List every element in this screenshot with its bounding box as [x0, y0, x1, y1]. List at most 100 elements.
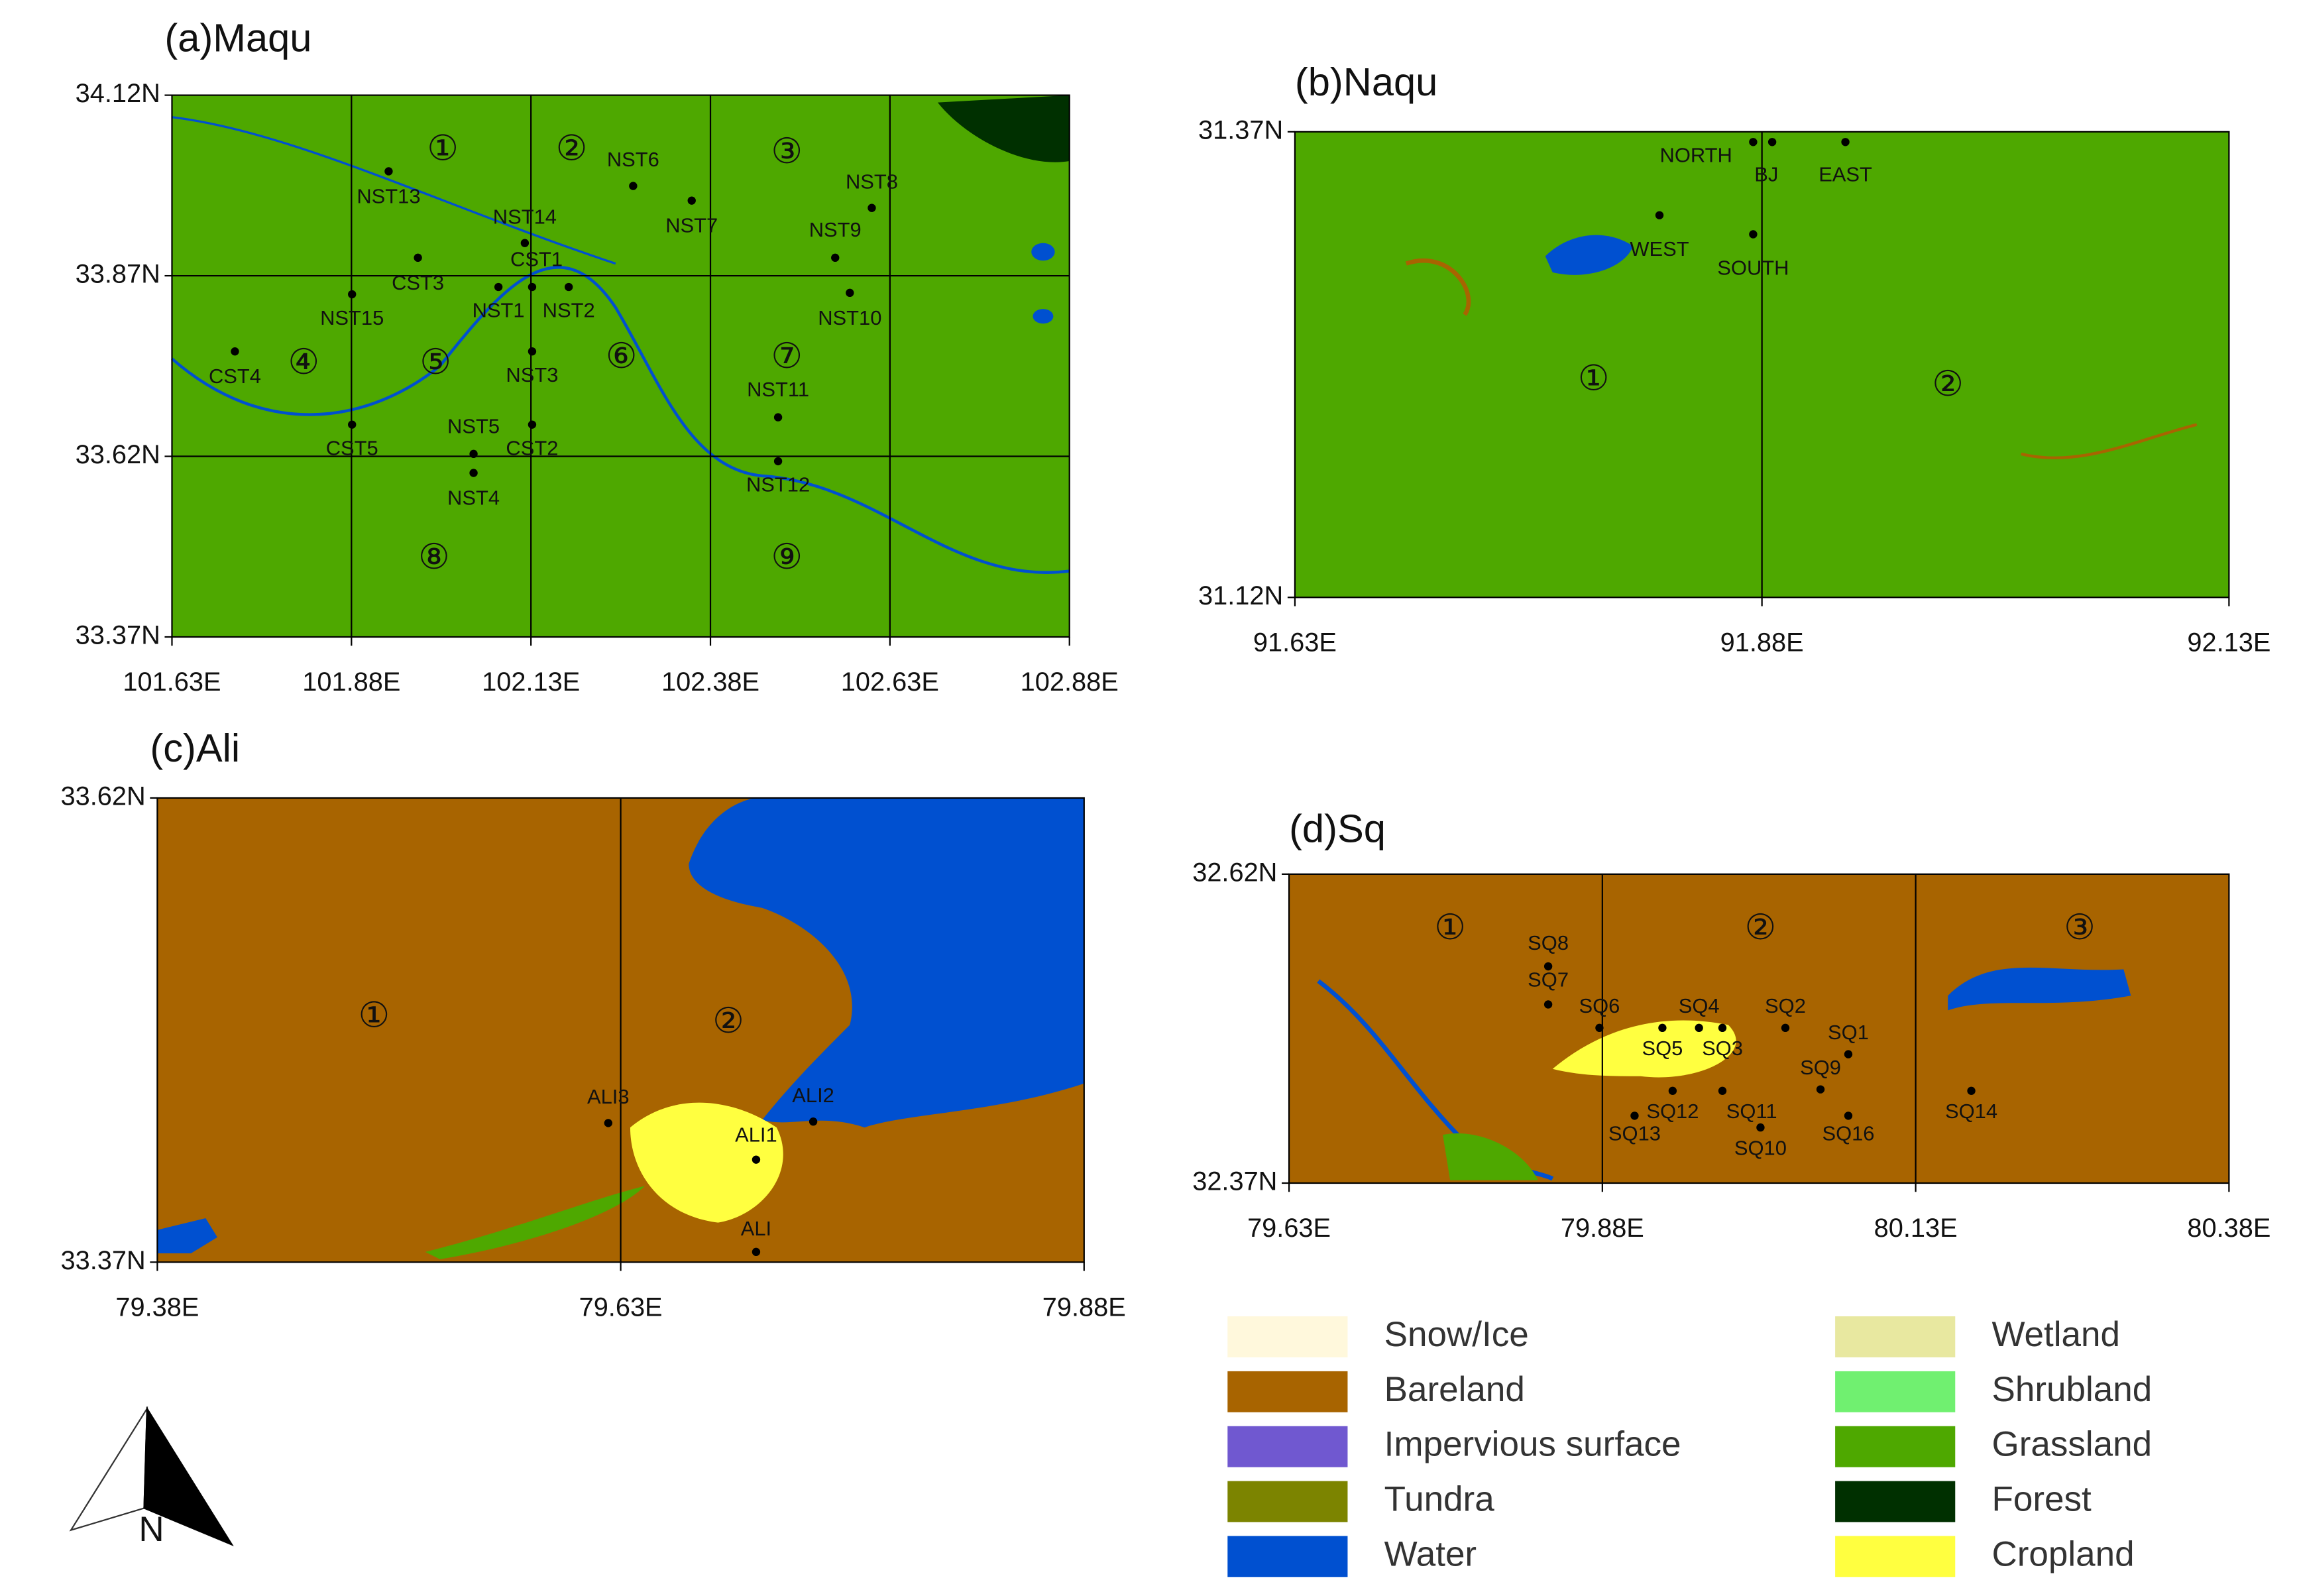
map-panel: (d)Sq 32.62N 32.37N 79.63E 79.88E 80.13E 80.38… [1192, 807, 2270, 1243]
map-frame [1288, 873, 2230, 1184]
lake [1948, 967, 2131, 1011]
lon-label: 80.13E [1874, 1214, 1958, 1243]
cell-number: ⑨ [771, 538, 803, 577]
panel-title: (b)Naqu [1295, 60, 1437, 104]
lake [157, 1218, 217, 1254]
legend-swatch [1227, 1536, 1348, 1577]
station-dot [469, 469, 478, 477]
station-label: CST5 [326, 436, 378, 459]
station-label: NST9 [809, 218, 862, 241]
legend-label: Water [1384, 1534, 1477, 1573]
lon-label: 102.63E [841, 667, 939, 697]
station-label: NST13 [357, 184, 420, 207]
lon-label: 102.88E [1021, 667, 1119, 697]
station-label: SQ3 [1702, 1037, 1743, 1060]
station-label: SQ12 [1646, 1100, 1699, 1123]
station-dot [528, 347, 537, 356]
forest-patch [937, 95, 1070, 162]
grassland [425, 1186, 645, 1259]
lat-label: 33.62N [76, 440, 160, 469]
station-dot [1841, 138, 1850, 146]
station-dot [1844, 1112, 1853, 1120]
legend-label: Bareland [1384, 1370, 1525, 1409]
north-label: N [139, 1510, 164, 1549]
legend-swatch [1835, 1536, 1956, 1577]
lon-label: 92.13E [2187, 628, 2270, 657]
legend: Snow/Ice Bareland Impervious surface Tundra… [1227, 1315, 2152, 1577]
legend-swatch [1227, 1481, 1348, 1522]
legend-swatch [1227, 1371, 1348, 1412]
lon-label: 79.63E [1247, 1214, 1331, 1243]
cell-number: ⑧ [418, 538, 450, 577]
station-dot [1718, 1023, 1727, 1033]
station-dot [809, 1117, 818, 1126]
lon-label: 91.88E [1720, 628, 1804, 657]
station-label: EAST [1819, 162, 1872, 186]
station-dot [231, 347, 239, 356]
station-label: NST14 [493, 205, 557, 228]
station-label: ALI2 [792, 1084, 834, 1107]
cell-number: ① [1578, 359, 1610, 398]
lake [1033, 309, 1054, 324]
station-dot [752, 1247, 761, 1257]
map-background [1289, 874, 2229, 1184]
map-panel: (b)Naqu 31.37N 31.12N 91.63E 91.88E 92.13E ① ② N… [1198, 60, 2270, 657]
lat-label: 32.62N [1192, 858, 1277, 887]
station-dot [1756, 1123, 1765, 1132]
station-dot [528, 420, 537, 429]
station-label: ALI3 [587, 1085, 630, 1108]
lon-label: 91.63E [1253, 628, 1337, 657]
station-dot [384, 167, 393, 176]
station-dot [868, 203, 876, 212]
station-dot [1543, 1000, 1553, 1009]
map-frame [1294, 131, 2230, 598]
station-dot [773, 457, 783, 466]
station-dot [564, 282, 573, 292]
legend-label: Grassland [1991, 1425, 2152, 1464]
lat-label: 31.37N [1198, 115, 1283, 144]
station-dot [604, 1119, 613, 1127]
station-label: ALI [741, 1217, 771, 1240]
station-label: SQ14 [1945, 1100, 1997, 1123]
cell-number: ② [712, 1001, 744, 1041]
map-frame [171, 94, 1070, 638]
station-dot [520, 239, 530, 247]
lon-label: 79.38E [115, 1293, 199, 1322]
lon-label: 80.38E [2187, 1214, 2270, 1243]
station-label: CST2 [506, 436, 558, 459]
panel-title: (a)Maqu [164, 16, 311, 60]
cell-number: ③ [2064, 908, 2096, 947]
cell-number: ① [359, 996, 390, 1035]
station-label: SQ4 [1679, 994, 1720, 1017]
lon-label: 101.88E [302, 667, 400, 697]
lon-label: 102.13E [482, 667, 580, 697]
station-dot [1816, 1085, 1825, 1094]
station-label: NORTH [1660, 144, 1732, 167]
station-label: NST2 [543, 299, 595, 322]
station-label: NST11 [747, 378, 809, 401]
station-label: SQ16 [1822, 1121, 1874, 1145]
lat-label: 33.37N [61, 1246, 146, 1275]
legend-label: Shrubland [1991, 1370, 2152, 1409]
cell-number: ② [1932, 365, 1964, 404]
station-dot [629, 182, 638, 190]
station-dot [469, 449, 478, 459]
station-dot [1749, 230, 1758, 239]
panel-title: (d)Sq [1289, 807, 1386, 851]
station-label: NST10 [818, 306, 881, 329]
arrow-right [143, 1406, 234, 1547]
lat-label: 33.87N [76, 260, 160, 289]
lon-label: 101.63E [123, 667, 221, 697]
station-label: SQ13 [1608, 1121, 1661, 1145]
station-dot [1967, 1086, 1976, 1096]
lat-label: 34.12N [76, 79, 160, 108]
cell-number: ③ [771, 132, 803, 171]
legend-swatch [1227, 1426, 1348, 1467]
station-dot [1655, 211, 1664, 219]
legend-label: Snow/Ice [1384, 1315, 1529, 1354]
lake [1545, 235, 1634, 275]
station-label: SQ10 [1734, 1136, 1787, 1159]
station-dot [1595, 1023, 1604, 1033]
lat-label: 32.37N [1192, 1167, 1277, 1196]
